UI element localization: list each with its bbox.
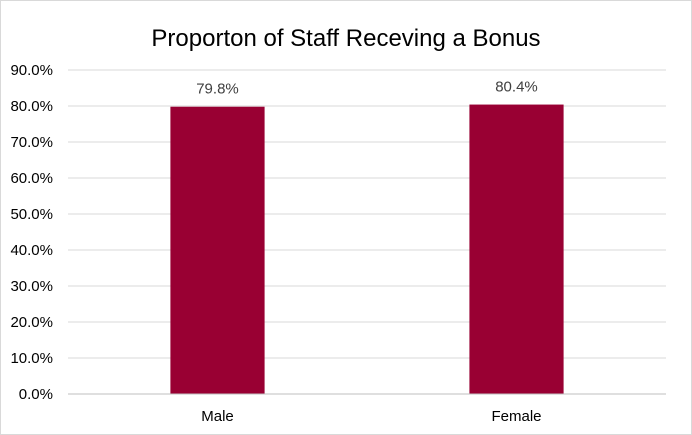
category-label-female: Female [491, 408, 541, 425]
y-axis-ticks: 0.0% 10.0% 20.0% 30.0% 40.0% 50.0% 60.0% 70.0% 8… [10, 62, 53, 403]
y-tick-label: 40.0% [10, 242, 53, 259]
chart-title: Proporton of Staff Receving a Bonus [151, 25, 540, 52]
data-label-female: 80.4% [495, 79, 538, 96]
gridlines [68, 69, 666, 359]
category-label-male: Male [201, 408, 234, 425]
y-tick-label: 30.0% [10, 278, 53, 295]
x-axis-categories: Male Female [201, 408, 541, 425]
data-labels: 79.8% 80.4% [196, 79, 538, 98]
y-tick-label: 10.0% [10, 350, 53, 367]
y-tick-label: 0.0% [19, 386, 53, 403]
y-tick-label: 20.0% [10, 314, 53, 331]
bar-male [170, 106, 265, 394]
bar-female [469, 104, 564, 394]
y-tick-label: 50.0% [10, 206, 53, 223]
y-tick-label: 60.0% [10, 170, 53, 187]
y-tick-label: 80.0% [10, 98, 53, 115]
y-tick-label: 90.0% [10, 62, 53, 79]
y-tick-label: 70.0% [10, 134, 53, 151]
bars [170, 104, 564, 394]
data-label-male: 79.8% [196, 81, 239, 98]
